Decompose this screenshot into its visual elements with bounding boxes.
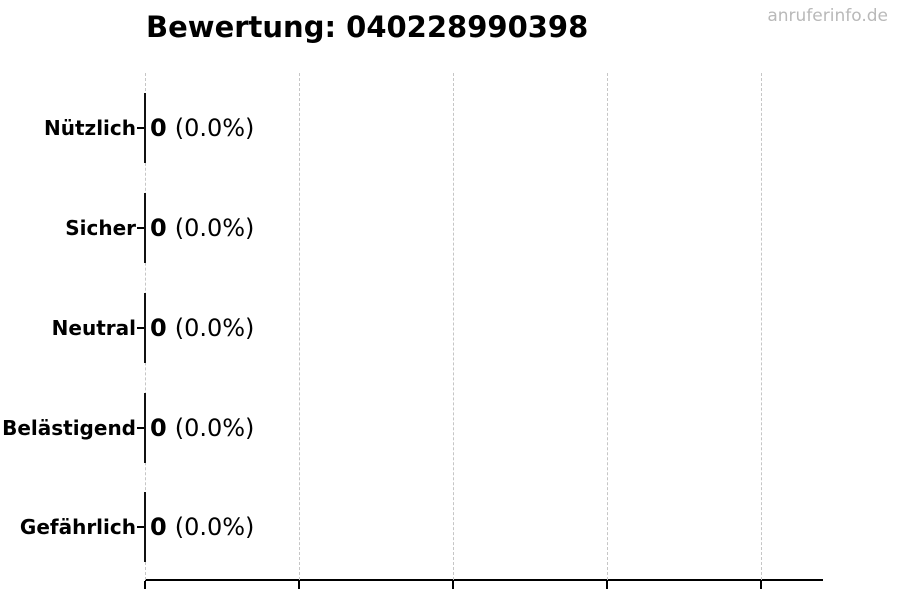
value-label: 0 (0.0%) <box>150 214 254 242</box>
value-percent: (0.0%) <box>174 214 255 242</box>
y-tick <box>137 127 144 129</box>
value-count: 0 <box>150 214 167 242</box>
category-label: Gefährlich <box>19 515 136 539</box>
value-label: 0 (0.0%) <box>150 114 254 142</box>
x-axis-line <box>145 579 823 581</box>
y-tick <box>137 227 144 229</box>
x-gridline <box>299 73 301 580</box>
x-tick <box>452 581 455 589</box>
x-tick <box>606 581 609 589</box>
zero-width-bar <box>144 293 146 363</box>
watermark-text: anruferinfo.de <box>767 6 888 26</box>
x-gridline <box>453 73 455 580</box>
category-label: Sicher <box>65 216 136 240</box>
y-tick <box>137 327 144 329</box>
value-percent: (0.0%) <box>174 314 255 342</box>
y-tick <box>137 427 144 429</box>
category-label: Neutral <box>51 316 136 340</box>
category-label: Nützlich <box>44 116 136 140</box>
zero-width-bar <box>144 93 146 163</box>
value-percent: (0.0%) <box>174 414 255 442</box>
value-label: 0 (0.0%) <box>150 414 254 442</box>
x-tick <box>298 581 301 589</box>
zero-width-bar <box>144 492 146 562</box>
value-count: 0 <box>150 314 167 342</box>
zero-width-bar <box>144 193 146 263</box>
value-count: 0 <box>150 114 167 142</box>
category-label: Belästigend <box>2 416 136 440</box>
value-percent: (0.0%) <box>174 513 255 541</box>
value-label: 0 (0.0%) <box>150 314 254 342</box>
value-percent: (0.0%) <box>174 114 255 142</box>
value-label: 0 (0.0%) <box>150 513 254 541</box>
chart-title: Bewertung: 040228990398 <box>146 10 589 44</box>
y-tick <box>137 526 144 528</box>
zero-width-bar <box>144 393 146 463</box>
x-tick <box>760 581 763 589</box>
x-gridline <box>607 73 609 580</box>
value-count: 0 <box>150 513 167 541</box>
x-gridline <box>761 73 763 580</box>
x-tick <box>144 581 146 589</box>
value-count: 0 <box>150 414 167 442</box>
